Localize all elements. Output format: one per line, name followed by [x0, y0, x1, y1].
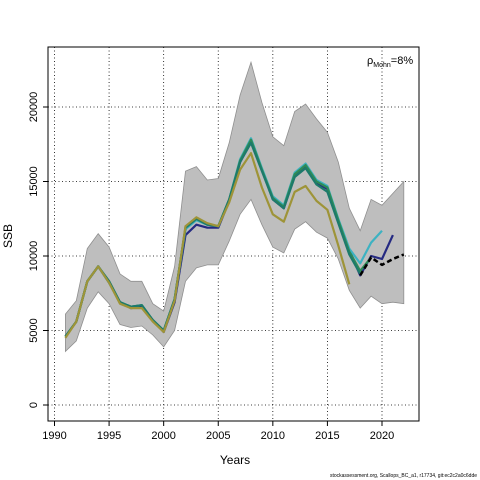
x-tick-label: 1990: [42, 430, 66, 442]
x-axis-title: Years: [220, 453, 250, 467]
footer-source: stockassessment.org, Scallops_BC_a1, r17…: [330, 473, 477, 479]
mohn-rho-annotation: ρMohn=8%: [367, 55, 413, 69]
plot-border: [47, 46, 420, 422]
y-tick-label: 20000: [28, 92, 40, 123]
x-tick-label: 2010: [261, 430, 285, 442]
y-tick-label: 0: [28, 402, 40, 408]
y-tick-label: 15000: [28, 166, 40, 197]
x-axis: 1990 1995 2000 2005 2010 2015 2020: [42, 421, 394, 442]
rho-subscript: Mohn: [373, 62, 391, 69]
rho-symbol: ρ: [367, 55, 373, 67]
confidence-band: [65, 60, 405, 353]
series-line-dashed: [359, 253, 405, 277]
y-axis: 0 5000 10000 15000 20000: [28, 92, 48, 408]
x-tick-label: 2005: [206, 430, 230, 442]
series-line: [64, 152, 351, 339]
y-axis-title: SSB: [1, 224, 15, 248]
rho-value: =8%: [391, 55, 414, 67]
plot-frame: [47, 46, 420, 422]
x-tick-label: 2015: [315, 430, 339, 442]
x-tick-label: 2000: [151, 430, 175, 442]
x-tick-label: 2020: [370, 430, 394, 442]
series-layer: [64, 137, 405, 339]
x-tick-label: 1995: [97, 430, 121, 442]
y-tick-label: 10000: [28, 241, 40, 272]
y-tick-label: 5000: [28, 318, 40, 342]
confidence-band-layer: [65, 60, 405, 353]
